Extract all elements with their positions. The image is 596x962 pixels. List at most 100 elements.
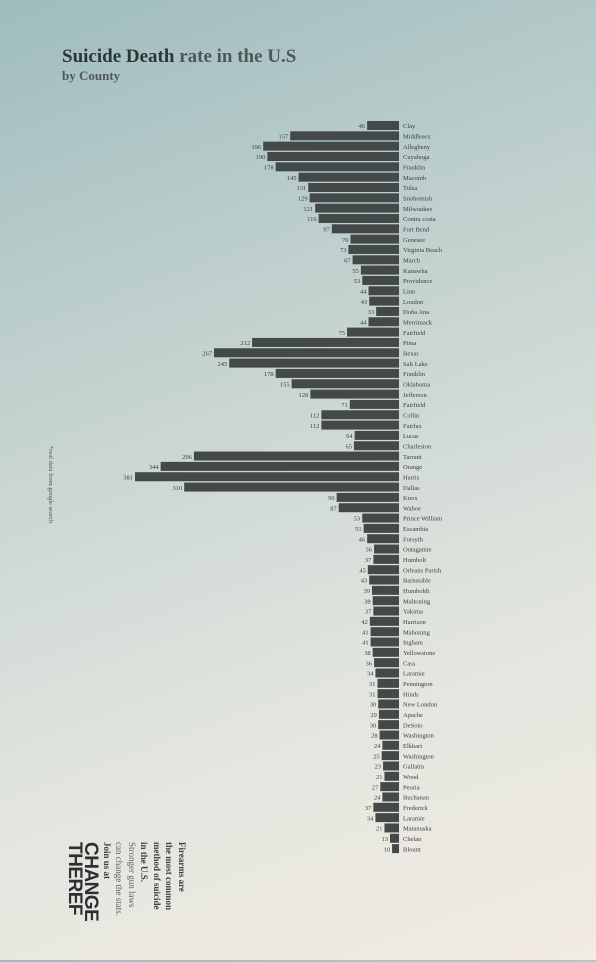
- bar: [375, 813, 399, 823]
- category-label: Macomb: [403, 175, 426, 182]
- category-label: Franklin: [403, 165, 426, 172]
- bar: [338, 503, 399, 513]
- category-label: Middlesex: [403, 134, 431, 141]
- category-label: Washington: [403, 733, 435, 740]
- category-label: DeSoto: [403, 722, 423, 729]
- bar: [349, 399, 399, 409]
- value-label: 267: [202, 350, 213, 357]
- category-label: New London: [403, 702, 438, 709]
- value-label: 51: [355, 526, 362, 533]
- change-the-ref-logo: CHANGE THEREF: [64, 842, 101, 932]
- bar: [229, 358, 399, 368]
- category-label: Barnstable: [403, 578, 431, 585]
- bar: [392, 844, 399, 854]
- category-label: March: [403, 257, 421, 264]
- bar: [184, 482, 399, 492]
- category-label: Buchanan: [403, 795, 430, 802]
- category-label: Allegheny: [403, 144, 431, 151]
- value-label: 27: [372, 784, 379, 791]
- category-label: Fairfield: [403, 402, 426, 409]
- title-bold: Suicide Death: [62, 46, 175, 67]
- category-label: Yakima: [403, 609, 423, 616]
- bar: [367, 121, 399, 130]
- category-label: Apache: [403, 712, 423, 719]
- category-label: Fort Bend: [403, 227, 430, 234]
- bar: [379, 730, 399, 740]
- bar: [368, 317, 399, 327]
- category-label: Tarrant: [403, 454, 422, 461]
- bar: [367, 565, 399, 575]
- value-label: 112: [310, 412, 320, 419]
- bar: [290, 131, 399, 141]
- category-label: Mahoning: [403, 629, 430, 636]
- category-label: Orleans Parish: [403, 567, 442, 574]
- bar: [193, 451, 399, 461]
- bar: [382, 740, 399, 750]
- bar: [160, 461, 399, 471]
- value-label: 212: [240, 340, 250, 347]
- bar: [372, 596, 399, 606]
- bar: [308, 182, 399, 192]
- bar: [363, 523, 399, 533]
- value-label: 31: [369, 691, 376, 698]
- category-label: Blount: [403, 846, 421, 853]
- bar: [380, 782, 399, 792]
- footer-line: Join us at: [102, 842, 112, 880]
- value-label: 73: [340, 247, 347, 254]
- footer-message: Firearms are the most common method of s…: [101, 842, 189, 962]
- bar: [310, 389, 399, 399]
- value-label: 55: [352, 268, 359, 275]
- value-label: 157: [278, 134, 289, 141]
- value-label: 44: [360, 319, 367, 326]
- value-label: 36: [366, 660, 373, 667]
- bar: [372, 647, 399, 657]
- value-label: 344: [149, 464, 160, 471]
- value-label: 71: [341, 402, 348, 409]
- value-label: 116: [307, 216, 317, 223]
- bar: [348, 244, 399, 254]
- category-label: Milwaukee: [403, 206, 432, 213]
- value-label: 34: [367, 815, 374, 822]
- value-label: 112: [310, 423, 320, 430]
- value-label: 67: [344, 257, 351, 264]
- category-label: Merrimack: [403, 319, 433, 326]
- value-label: 97: [323, 227, 330, 234]
- footer-line: can change the stats.: [114, 842, 125, 916]
- bar: [374, 658, 399, 668]
- value-label: 36: [366, 547, 373, 554]
- bar: [135, 472, 399, 482]
- category-label: Providence: [403, 278, 432, 285]
- value-label: 25: [373, 753, 380, 760]
- value-label: 310: [172, 485, 182, 492]
- category-label: Loudon: [403, 299, 424, 306]
- value-label: 196: [251, 144, 262, 151]
- bar: [369, 296, 399, 306]
- category-label: Wahoe: [403, 505, 421, 512]
- category-label: Ingham: [403, 640, 423, 647]
- bar: [362, 275, 399, 285]
- bar: [267, 151, 399, 161]
- category-label: Bexar: [403, 350, 419, 357]
- category-label: Fairfax: [403, 423, 423, 430]
- value-label: 37: [365, 609, 372, 616]
- category-label: Charleston: [403, 443, 432, 450]
- value-label: 37: [365, 557, 372, 564]
- category-label: Peoria: [403, 784, 420, 791]
- value-label: 38: [364, 598, 371, 605]
- bar: [263, 141, 399, 151]
- category-label: Prince William: [403, 516, 442, 523]
- bar: [389, 833, 399, 843]
- bar: [347, 327, 399, 337]
- bar: [374, 544, 399, 554]
- value-label: 41: [362, 629, 369, 636]
- bar: [378, 720, 399, 730]
- bar: [360, 265, 399, 275]
- category-label: Washington: [403, 753, 435, 760]
- bar: [321, 420, 399, 430]
- value-label: 45: [359, 567, 366, 574]
- category-label: Frederick: [403, 805, 429, 812]
- bar: [350, 234, 399, 244]
- footer-line: Stronger gun laws: [127, 842, 137, 908]
- header: Suicide Death rate in the U.S by County: [62, 46, 296, 84]
- value-label: 245: [217, 361, 227, 368]
